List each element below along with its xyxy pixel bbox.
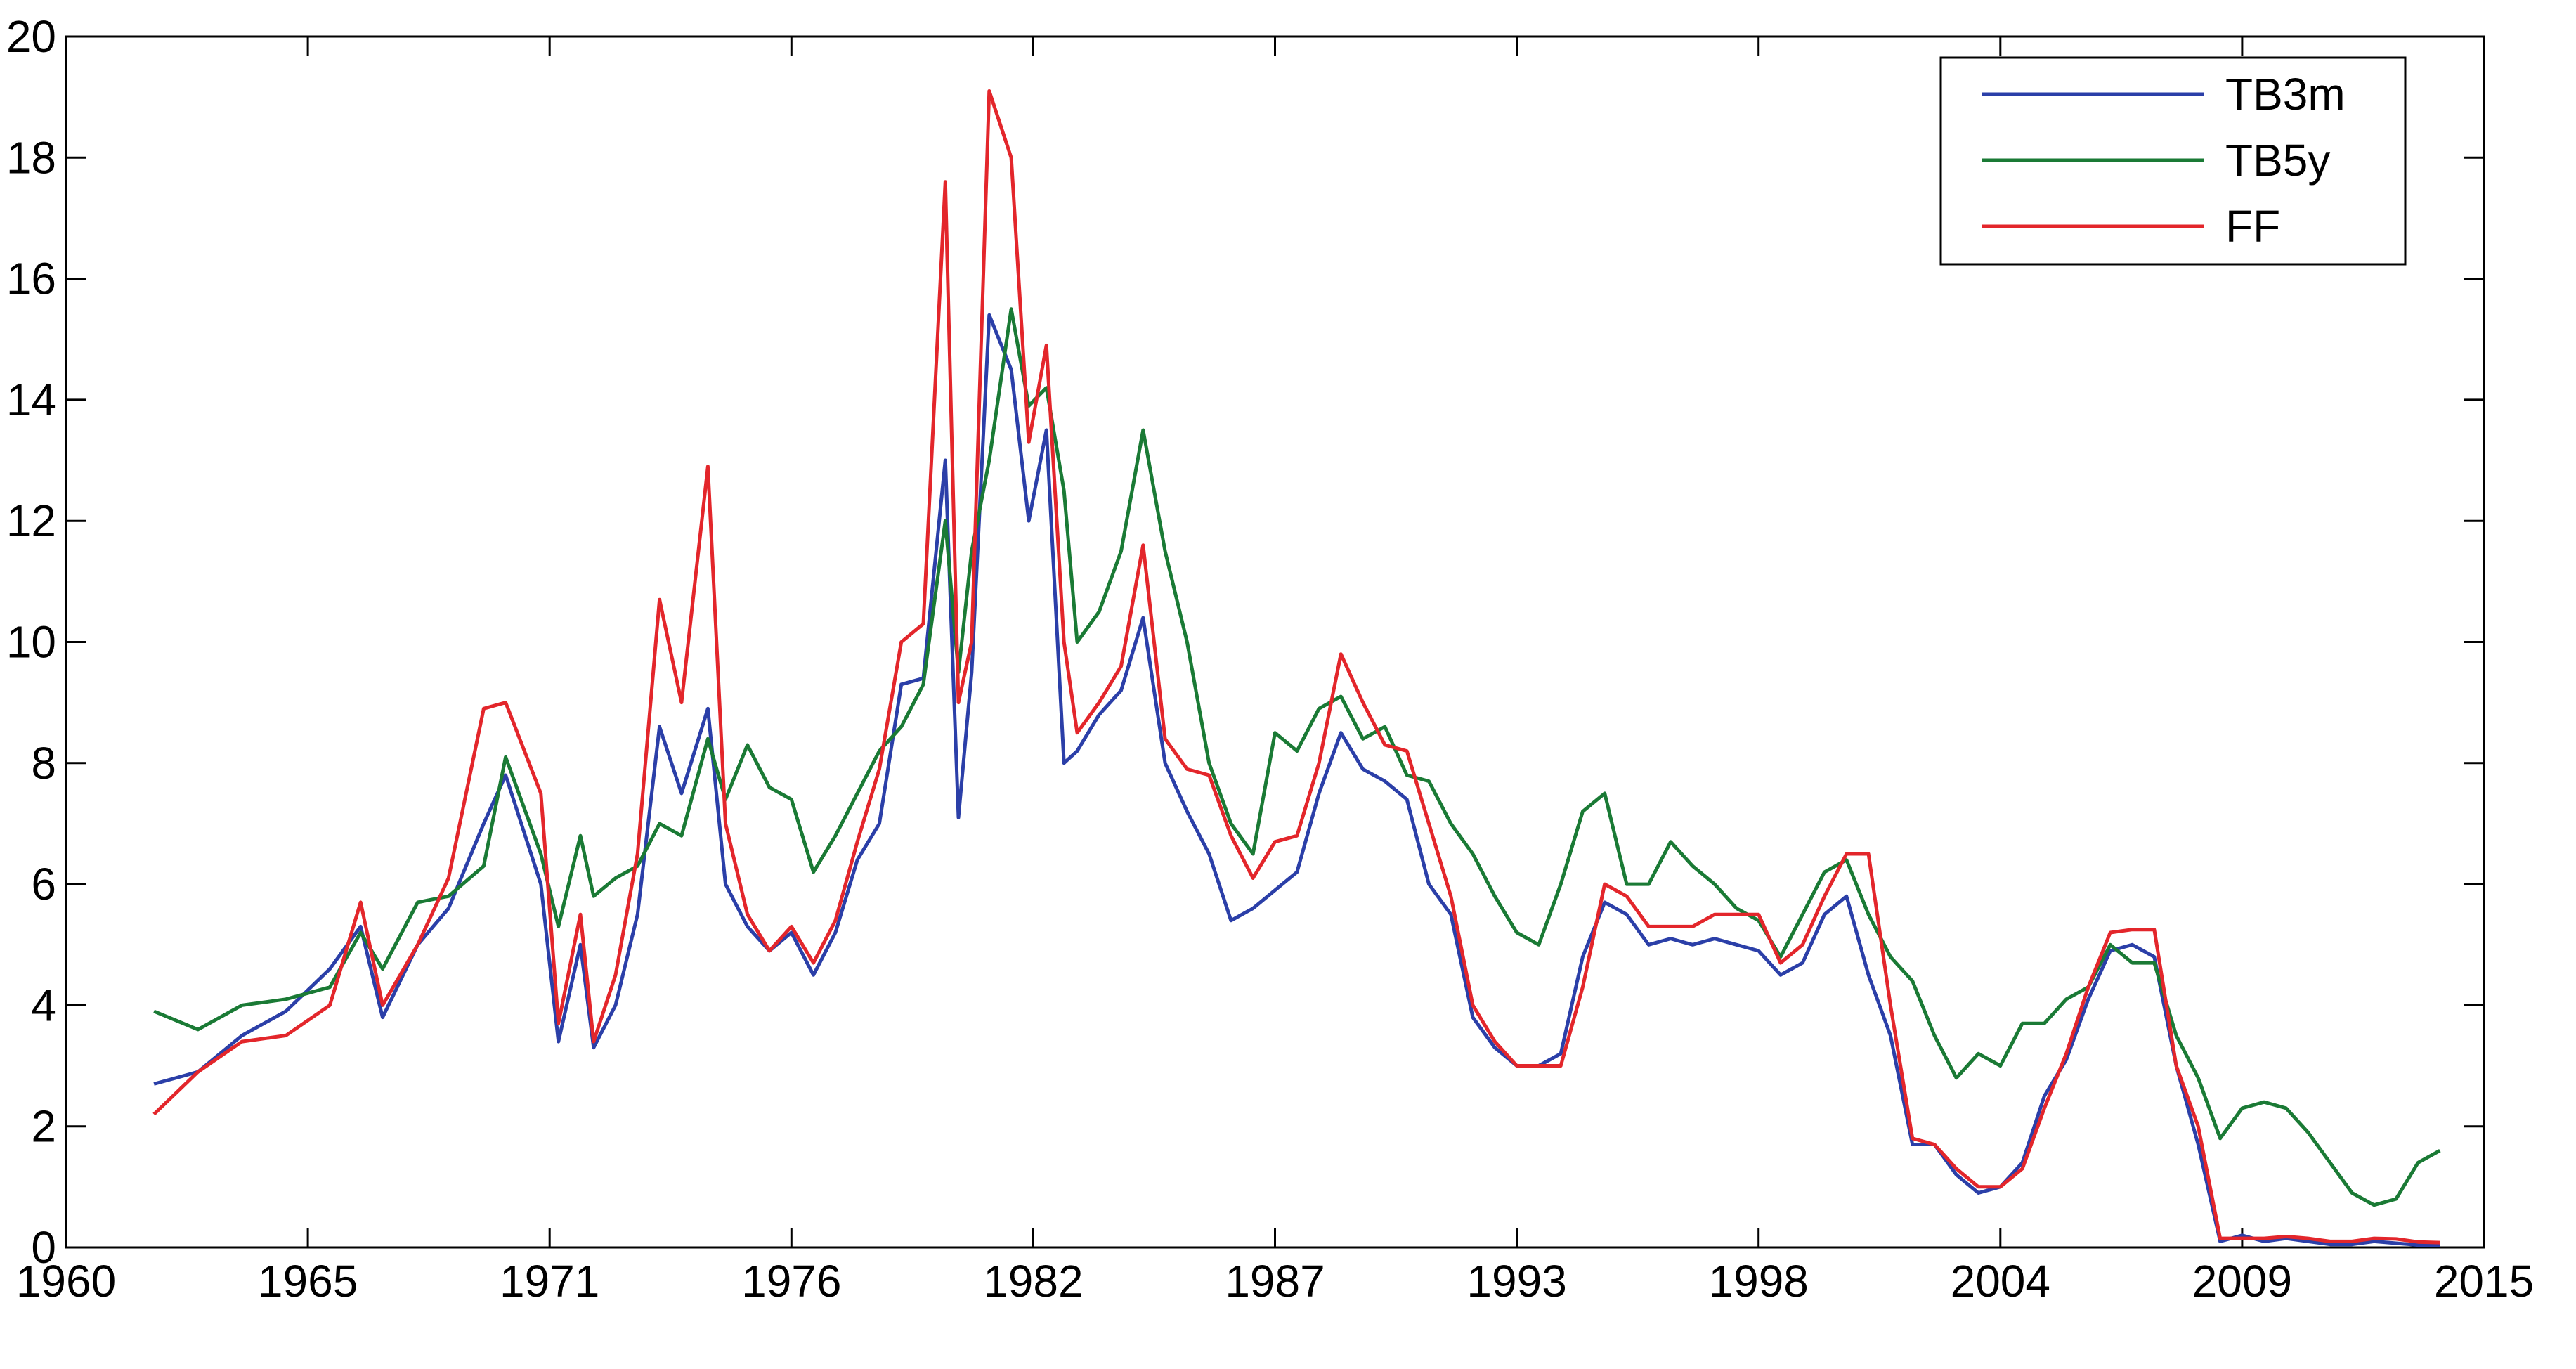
legend-label: TB5y (2225, 135, 2330, 186)
y-tick-label: 20 (6, 11, 56, 62)
x-tick-label: 2015 (2434, 1256, 2534, 1306)
legend-label: TB3m (2225, 69, 2346, 119)
y-tick-label: 16 (6, 254, 56, 304)
legend-label: FF (2225, 201, 2280, 252)
x-tick-label: 1965 (258, 1256, 358, 1306)
x-tick-label: 2009 (2192, 1256, 2292, 1306)
series-line (153, 313, 2440, 1247)
x-tick-label: 1998 (1709, 1256, 1809, 1306)
y-tick-label: 12 (6, 495, 56, 546)
x-tick-label: 1960 (16, 1256, 116, 1306)
y-tick-label: 18 (6, 132, 56, 183)
series-line (153, 307, 2441, 1207)
y-tick-label: 8 (31, 738, 56, 789)
x-tick-label: 1993 (1466, 1256, 1566, 1306)
y-tick-label: 4 (31, 980, 56, 1030)
x-tick-label: 1971 (500, 1256, 599, 1306)
y-tick-label: 14 (6, 375, 56, 425)
x-tick-label: 1987 (1225, 1256, 1325, 1306)
y-tick-label: 2 (31, 1101, 56, 1152)
y-tick-label: 0 (31, 1222, 56, 1273)
series-line (152, 89, 2440, 1245)
y-tick-label: 10 (6, 617, 56, 668)
x-tick-label: 2004 (1951, 1256, 2050, 1306)
y-tick-label: 6 (31, 859, 56, 909)
x-tick-label: 1976 (741, 1256, 841, 1306)
x-tick-label: 1982 (983, 1256, 1083, 1306)
